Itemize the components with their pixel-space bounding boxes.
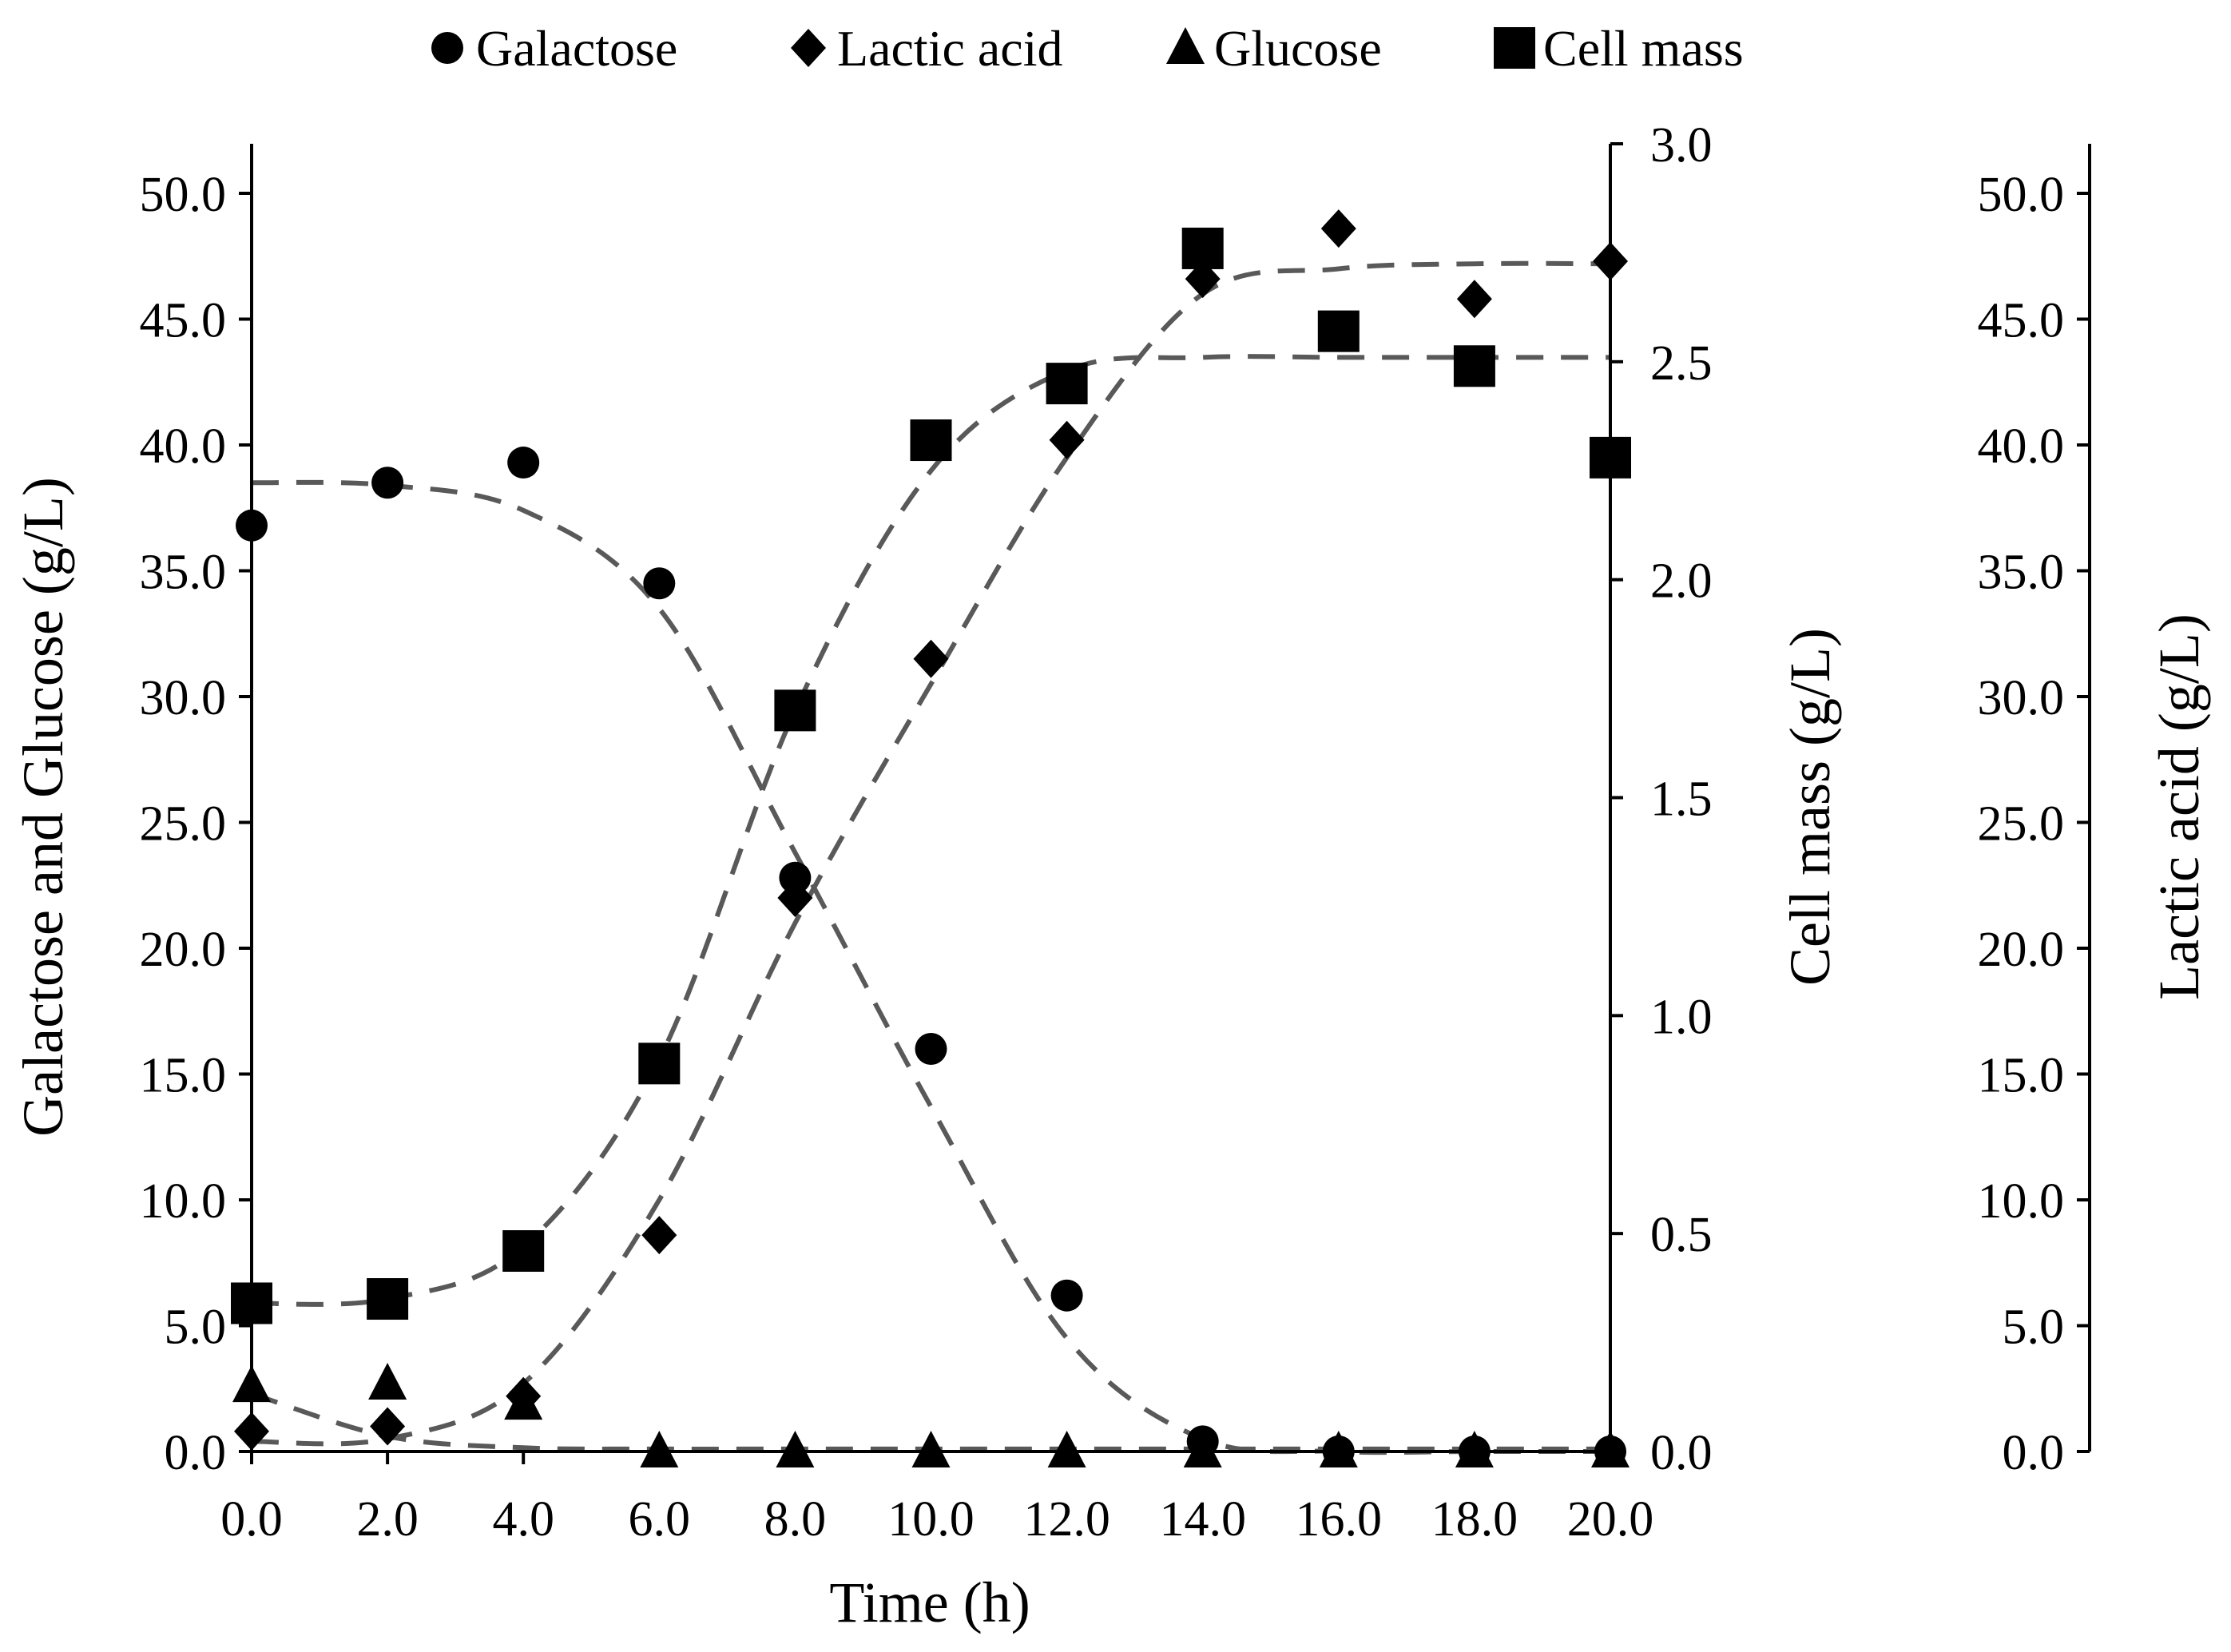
y-left-tick-label: 35.0 — [140, 546, 227, 600]
point-glucose — [1455, 1431, 1494, 1467]
point-lactic-acid — [370, 1407, 406, 1446]
y-lactic-acid-tick-label: 10.0 — [1978, 1174, 2065, 1229]
point-galactose — [507, 447, 540, 479]
y-axis-lactic-acid-title: Lactic acid (g/L) — [2147, 614, 2211, 1000]
point-cell-mass — [1046, 363, 1088, 405]
y-left-tick-label: 0.0 — [165, 1426, 227, 1480]
point-glucose — [911, 1431, 951, 1467]
point-lactic-acid — [1320, 209, 1356, 248]
point-galactose — [643, 567, 676, 600]
point-glucose — [504, 1383, 543, 1420]
point-lactic-acid — [1049, 420, 1085, 459]
x-tick-label: 14.0 — [1159, 1492, 1246, 1547]
point-cell-mass — [774, 689, 816, 732]
x-tick-label: 4.0 — [492, 1492, 554, 1547]
fit-curve-galactose — [251, 479, 1610, 1455]
y-left-tick-label: 10.0 — [140, 1174, 227, 1229]
y-left-tick-label: 50.0 — [140, 168, 227, 222]
legend: Galactose Lactic acid Glucose Cell mass — [431, 20, 1744, 77]
y-axis-left-title: Galactose and Glucose (g/L) — [11, 477, 75, 1137]
legend-marker-galactose — [431, 32, 463, 64]
y-left-tick-label: 45.0 — [140, 294, 227, 348]
point-cell-mass — [1453, 345, 1495, 387]
legend-label: Glucose — [1214, 20, 1382, 77]
point-glucose — [232, 1365, 271, 1403]
point-glucose — [368, 1362, 407, 1400]
legend-label: Cell mass — [1543, 20, 1744, 77]
y-lactic-acid-tick-label: 0.0 — [2003, 1426, 2065, 1480]
x-tick-label: 12.0 — [1023, 1492, 1110, 1547]
point-glucose — [1183, 1431, 1222, 1467]
point-cell-mass — [1317, 310, 1360, 352]
point-galactose — [779, 861, 812, 894]
point-lactic-acid — [234, 1412, 269, 1451]
point-cell-mass — [231, 1282, 272, 1324]
x-axis-title: Time (h) — [829, 1571, 1030, 1634]
y-lactic-acid-tick-label: 50.0 — [1978, 168, 2065, 222]
x-tick-label: 16.0 — [1296, 1492, 1383, 1547]
x-tick-label: 6.0 — [629, 1492, 691, 1547]
x-tick-label: 0.0 — [220, 1492, 283, 1547]
point-cell-mass — [1181, 227, 1224, 269]
legend-label: Lactic acid — [837, 20, 1062, 77]
point-lactic-acid — [1456, 280, 1492, 319]
point-glucose — [1047, 1431, 1086, 1467]
data-markers — [231, 209, 1631, 1467]
y-cell-mass-tick-label: 1.0 — [1650, 990, 1713, 1044]
y-lactic-acid-tick-label: 15.0 — [1978, 1049, 2065, 1103]
point-lactic-acid — [1593, 242, 1628, 281]
x-tick-label: 10.0 — [887, 1492, 975, 1547]
y-lactic-acid-tick-label: 5.0 — [2003, 1301, 2065, 1355]
point-cell-mass — [367, 1278, 409, 1320]
point-lactic-acid — [1185, 260, 1221, 299]
point-cell-mass — [502, 1229, 545, 1272]
point-glucose — [776, 1431, 815, 1467]
y-lactic-acid-tick-label: 45.0 — [1978, 294, 2065, 348]
point-galactose — [915, 1033, 947, 1065]
y-axis-cell-mass-title: Cell mass (g/L) — [1778, 628, 1842, 986]
point-cell-mass — [638, 1042, 681, 1085]
y-cell-mass-tick-label: 2.0 — [1650, 554, 1713, 609]
point-lactic-acid — [641, 1216, 677, 1255]
fit-curve-cell-mass — [251, 354, 1610, 1307]
y-cell-mass-tick-label: 3.0 — [1650, 118, 1713, 173]
point-glucose — [1319, 1431, 1358, 1467]
x-tick-label: 18.0 — [1431, 1492, 1518, 1547]
point-glucose — [1591, 1431, 1630, 1467]
legend-marker-glucose — [1166, 27, 1205, 64]
x-tick-label: 8.0 — [764, 1492, 827, 1547]
y-lactic-acid-tick-label: 25.0 — [1978, 797, 2065, 852]
tick-labels: 0.0 5.0 10.0 15.0 20.0 25.0 30.0 35.0 40.0 45.0 50… — [140, 118, 2065, 1547]
y-cell-mass-tick-label: 0.5 — [1650, 1208, 1713, 1262]
legend-label: Galactose — [476, 20, 677, 77]
point-lactic-acid — [777, 879, 813, 917]
y-left-tick-label: 30.0 — [140, 671, 227, 725]
legend-marker-cell-mass — [1494, 27, 1535, 69]
y-cell-mass-tick-label: 2.5 — [1650, 336, 1713, 391]
point-cell-mass — [910, 419, 952, 462]
point-galactose — [1050, 1279, 1083, 1312]
legend-marker-lactic-acid — [791, 29, 826, 67]
y-left-tick-label: 25.0 — [140, 797, 227, 852]
y-cell-mass-tick-label: 1.5 — [1650, 772, 1713, 827]
point-lactic-acid — [913, 639, 949, 678]
y-cell-mass-tick-label: 0.0 — [1650, 1426, 1713, 1480]
point-galactose — [236, 509, 268, 542]
y-lactic-acid-tick-label: 40.0 — [1978, 419, 2065, 474]
y-lactic-acid-tick-label: 30.0 — [1978, 671, 2065, 725]
y-left-tick-label: 40.0 — [140, 419, 227, 474]
y-lactic-acid-tick-label: 20.0 — [1978, 923, 2065, 977]
point-galactose — [371, 467, 404, 499]
x-tick-label: 20.0 — [1567, 1492, 1654, 1547]
x-tick-label: 2.0 — [356, 1492, 419, 1547]
y-left-tick-label: 5.0 — [165, 1301, 227, 1355]
y-lactic-acid-tick-label: 35.0 — [1978, 546, 2065, 600]
point-glucose — [640, 1431, 679, 1467]
y-left-tick-label: 20.0 — [140, 923, 227, 977]
y-left-tick-label: 15.0 — [140, 1049, 227, 1103]
point-cell-mass — [1590, 436, 1631, 479]
